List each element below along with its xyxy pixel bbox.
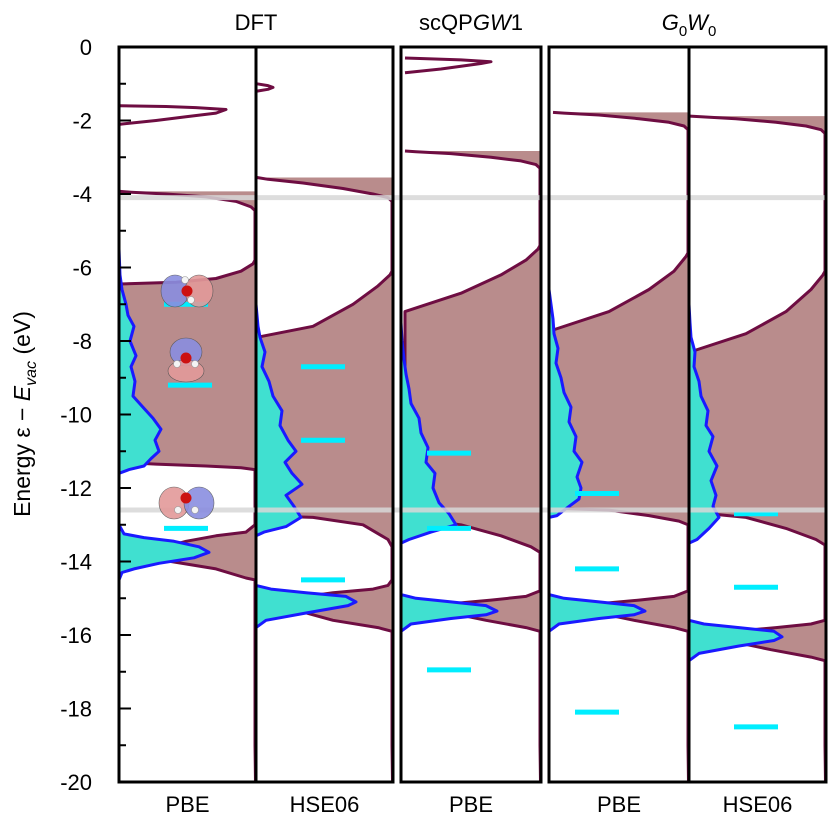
- hydrogen-atom: [174, 506, 182, 514]
- oxygen-atom: [181, 285, 193, 297]
- oxygen-atom: [180, 492, 192, 504]
- conduction-tail-curve: [119, 104, 228, 126]
- group-label-part: G: [662, 10, 679, 35]
- y-tick-label: -20: [60, 770, 92, 795]
- y-tick-label: 0: [80, 35, 92, 60]
- panel-label: HSE06: [723, 792, 793, 817]
- panel-label: PBE: [165, 792, 209, 817]
- y-axis-title: Energy ε − Evac (eV): [9, 311, 40, 517]
- conduction-tail-curve: [404, 56, 493, 75]
- group-label-part: 1: [511, 10, 523, 35]
- orbital-icons-layer: [158, 274, 215, 520]
- y-tick-label: -2: [72, 109, 92, 134]
- group-label-part: GW: [473, 10, 513, 35]
- panel-label: PBE: [597, 792, 641, 817]
- hydrogen-atom: [191, 360, 199, 368]
- water-dos-curve: [119, 249, 211, 782]
- y-axis-title-var: E: [9, 385, 35, 401]
- group-label-part: scQP: [419, 10, 473, 35]
- y-tick-label: -16: [60, 623, 92, 648]
- panel-3-dos: [401, 56, 541, 782]
- hydrogen-atom: [191, 506, 199, 514]
- total-dos-curve: [403, 149, 541, 782]
- panel-5-dos: [689, 114, 826, 782]
- orbital-3a1-icon: [167, 337, 205, 383]
- panel-label: PBE: [449, 792, 493, 817]
- orbital-lobe: [183, 486, 215, 520]
- orbital-1b2-icon: [158, 486, 215, 520]
- y-axis-title-unit: (eV): [9, 311, 35, 361]
- group-label-scqpgw1: scQPGW1: [419, 10, 523, 35]
- y-tick-label: -8: [72, 329, 92, 354]
- panel-label: HSE06: [290, 792, 360, 817]
- conduction-tail-curve: [256, 82, 275, 93]
- y-axis-title-prefix: Energy ε −: [9, 401, 35, 517]
- fill-layer: [119, 56, 826, 782]
- hydrogen-atom: [181, 276, 189, 284]
- panel-4-dos: [549, 110, 689, 782]
- water-dos-curve: [549, 289, 647, 782]
- water-dos-curve: [401, 322, 499, 782]
- total-dos-fill: [690, 116, 826, 782]
- total-dos-fill: [257, 177, 393, 782]
- y-axis-title-sub: vac: [23, 361, 40, 386]
- water-dos-curve: [256, 304, 358, 782]
- hydrogen-atom: [173, 360, 181, 368]
- total-dos-curve: [119, 189, 256, 782]
- panel-frame: [399, 45, 543, 784]
- y-tick-label: -14: [60, 550, 92, 575]
- group-label-part: W: [687, 10, 710, 35]
- y-tick-label: -10: [60, 403, 92, 428]
- panel-2-dos: [256, 82, 393, 782]
- group-label-dft: DFT: [235, 10, 278, 35]
- group-label-part: 0: [679, 23, 687, 40]
- y-tick-label: -18: [60, 697, 92, 722]
- total-dos-curve: [689, 114, 826, 782]
- oxygen-atom: [180, 352, 192, 364]
- total-dos-fill: [553, 112, 689, 782]
- y-axis: 0 -2 -4 -6 -8 -10 -12 -14 -16 -18 -20 Energy ε − Ev…: [9, 35, 131, 795]
- panel-1-dos: [119, 104, 256, 782]
- y-tick-label: -4: [72, 182, 92, 207]
- total-dos-curve: [551, 110, 689, 782]
- total-dos-fill: [405, 151, 541, 782]
- y-tick-label: -12: [60, 476, 92, 501]
- hydrogen-atom: [187, 296, 195, 304]
- orbital-1b1-icon: [160, 274, 214, 308]
- reference-lines-layer: [119, 195, 826, 513]
- total-dos-fill: [120, 191, 256, 782]
- water-dos-curve: [689, 304, 784, 782]
- group-label-g0w0: G0W0: [662, 10, 717, 40]
- group-label-part: 0: [708, 23, 716, 40]
- y-tick-label: -6: [72, 256, 92, 281]
